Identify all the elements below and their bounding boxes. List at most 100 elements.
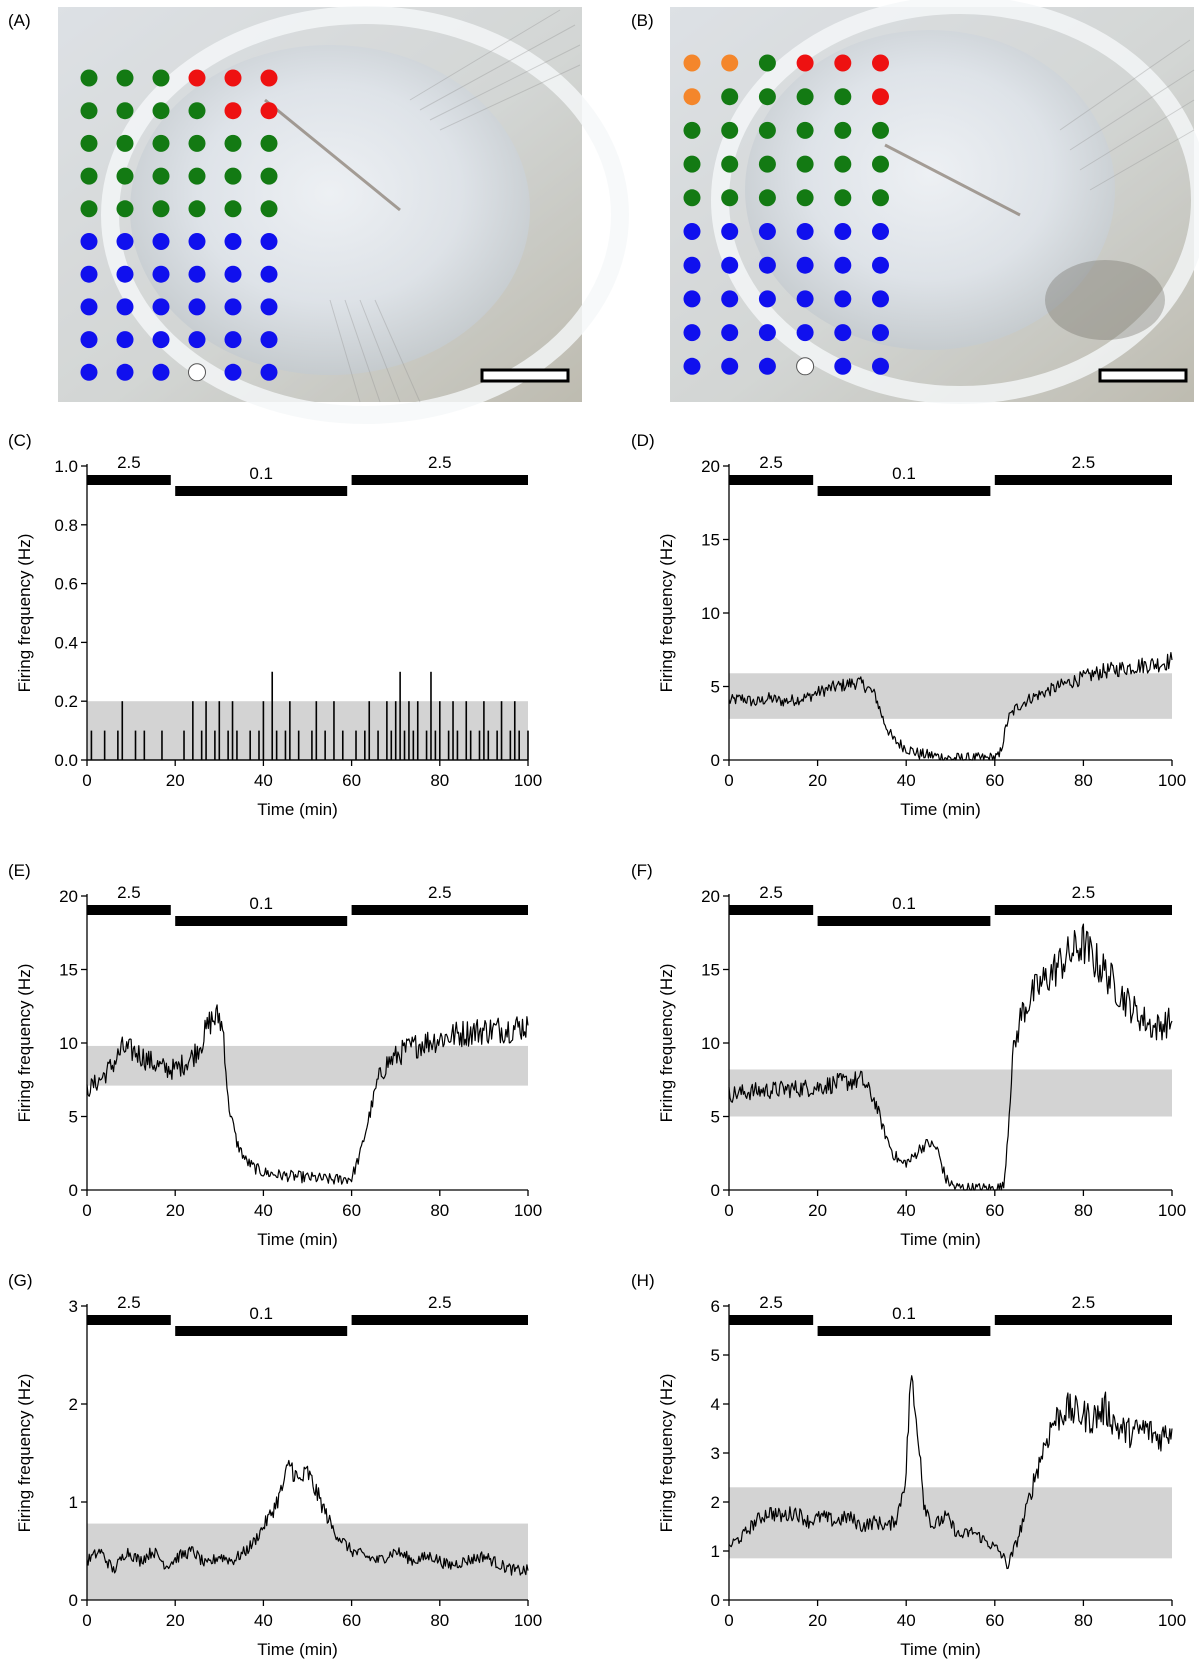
electrode-dot	[872, 357, 889, 375]
x-tick-label: 100	[514, 771, 542, 790]
electrode-dot	[116, 298, 134, 316]
electrode-dot	[872, 290, 889, 308]
condition-label: 2.5	[1072, 453, 1096, 472]
x-tick-label: 60	[985, 1611, 1004, 1630]
panel-letter: (H)	[631, 1271, 655, 1290]
electrode-dot	[796, 357, 815, 376]
y-tick-label: 6	[711, 1297, 720, 1316]
axes	[728, 894, 1172, 1191]
x-tick-label: 0	[724, 771, 733, 790]
electrode-dot	[796, 324, 814, 342]
electrode-dot	[796, 290, 814, 308]
y-tick-label: 1	[69, 1493, 78, 1512]
y-tick-label: 15	[59, 961, 78, 980]
electrode-dot	[260, 102, 278, 120]
electrode-dot	[721, 256, 739, 274]
data-trace	[728, 923, 1173, 1191]
x-tick-label: 0	[724, 1611, 733, 1630]
x-axis-title: Time (min)	[257, 800, 338, 819]
baseline-band	[87, 701, 528, 760]
condition-label: 2.5	[117, 453, 141, 472]
y-tick-label: 15	[701, 961, 720, 980]
electrode-dot	[834, 54, 852, 72]
electrode-dot	[80, 265, 98, 283]
x-tick-label: 100	[514, 1611, 542, 1630]
x-tick-label: 40	[254, 1201, 273, 1220]
y-tick-label: 0.8	[54, 516, 78, 535]
x-tick-label: 40	[254, 771, 273, 790]
condition-label: 2.5	[428, 453, 452, 472]
x-tick-label: 80	[430, 771, 449, 790]
electrode-dot	[224, 134, 242, 152]
x-tick-label: 60	[985, 771, 1004, 790]
y-axis-title: Firing frequency (Hz)	[15, 1374, 34, 1533]
electrode-dot	[683, 88, 701, 106]
chart-panel-f: (F) 0 20 40 60 80 100 0 5 10 15 20 Time (min) Firing …	[631, 861, 1186, 1249]
electrode-dot	[834, 256, 852, 274]
electrode-dot	[872, 324, 889, 342]
condition-bar	[87, 1315, 171, 1325]
y-tick-label: 3	[711, 1444, 720, 1463]
x-tick-label: 20	[166, 1201, 185, 1220]
electrode-dot	[224, 200, 242, 218]
baseline-band	[87, 1523, 528, 1600]
x-tick-label: 0	[82, 1201, 91, 1220]
electrode-dot	[758, 54, 776, 72]
condition-label: 0.1	[892, 1304, 916, 1323]
panel-letter: (G)	[8, 1271, 33, 1290]
data-trace	[728, 652, 1173, 761]
chart-panel-e: (E) 0 20 40 60 80 100 0 5 10 15 20 Time (min) Firing …	[8, 861, 542, 1249]
condition-bar	[817, 486, 991, 496]
y-axis-title: Firing frequency (Hz)	[15, 534, 34, 693]
condition-bar	[817, 916, 991, 926]
condition-bar	[994, 1315, 1172, 1325]
x-tick-label: 40	[897, 1201, 916, 1220]
electrode-dot	[834, 357, 852, 375]
condition-label: 2.5	[759, 1293, 783, 1312]
condition-bar	[729, 1315, 814, 1325]
electrode-dot	[224, 265, 242, 283]
electrode-dot	[188, 331, 206, 349]
chart-panel-c: (C) 0 20 40 60 80 100 0.0 0.2 0.4 0.6 0.8 1.0 Time (m…	[8, 431, 542, 819]
electrode-dot	[796, 88, 814, 106]
electrode-dot	[116, 233, 134, 250]
electrode-dot	[834, 290, 852, 308]
condition-bar	[351, 1315, 528, 1325]
x-tick-label: 0	[724, 1201, 733, 1220]
electrode-dot	[721, 189, 739, 207]
condition-label: 2.5	[117, 1293, 141, 1312]
x-tick-label: 60	[342, 1201, 361, 1220]
y-tick-label: 5	[69, 1108, 78, 1127]
electrode-dot	[188, 69, 206, 87]
condition-label: 2.5	[759, 883, 783, 902]
y-tick-label: 4	[711, 1395, 720, 1414]
electrode-dot	[188, 363, 206, 382]
y-tick-label: 0	[69, 1591, 78, 1610]
y-tick-label: 0	[711, 1181, 720, 1200]
electrode-dot	[116, 265, 134, 283]
panel-letter-a: (A)	[8, 11, 31, 30]
x-tick-label: 20	[166, 1611, 185, 1630]
y-tick-label: 0	[711, 1591, 720, 1610]
condition-label: 2.5	[428, 883, 452, 902]
electrode-dot	[80, 298, 98, 316]
condition-bar	[994, 475, 1172, 485]
electrode-dot	[834, 121, 852, 139]
electrode-dot	[796, 121, 814, 139]
electrode-dot	[721, 121, 739, 139]
electrode-dot	[721, 54, 739, 72]
y-tick-label: 0.6	[54, 575, 78, 594]
electrode-dot	[224, 363, 242, 381]
electrode-dot	[796, 256, 814, 274]
x-tick-label: 20	[808, 1201, 827, 1220]
electrode-dot	[796, 189, 814, 207]
electrode-dot	[80, 200, 98, 218]
y-tick-label: 10	[701, 1034, 720, 1053]
y-tick-label: 15	[701, 531, 720, 550]
y-tick-label: 0.4	[54, 633, 78, 652]
electrode-dot	[260, 134, 278, 152]
x-axis-title: Time (min)	[900, 800, 981, 819]
electrode-dot	[683, 189, 701, 207]
condition-label: 0.1	[892, 894, 916, 913]
y-tick-label: 0	[69, 1181, 78, 1200]
